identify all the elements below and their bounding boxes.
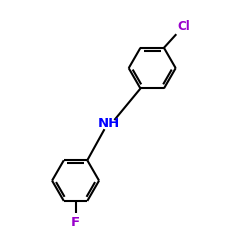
Text: F: F xyxy=(71,216,80,229)
Text: NH: NH xyxy=(98,117,120,130)
Text: Cl: Cl xyxy=(177,20,190,33)
